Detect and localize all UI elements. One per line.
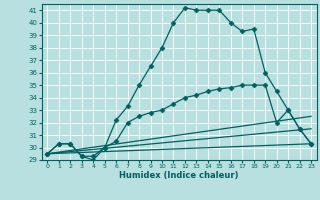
X-axis label: Humidex (Indice chaleur): Humidex (Indice chaleur): [119, 171, 239, 180]
